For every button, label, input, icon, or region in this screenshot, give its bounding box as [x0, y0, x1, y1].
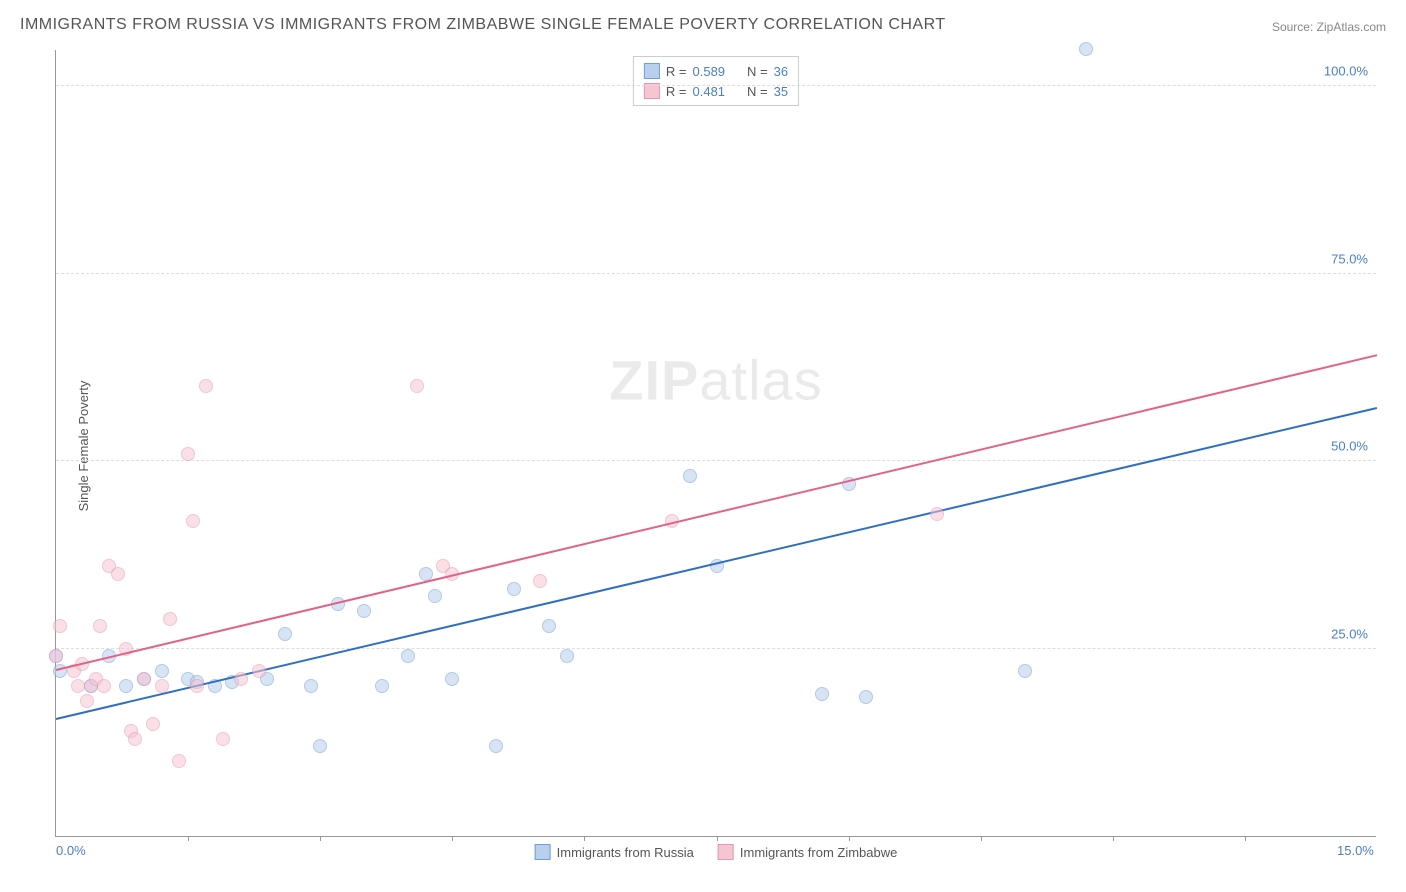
data-point: [234, 672, 248, 686]
legend-label: Immigrants from Zimbabwe: [740, 845, 897, 860]
data-point: [410, 379, 424, 393]
y-tick-label: 25.0%: [1331, 626, 1368, 641]
data-point: [53, 619, 67, 633]
legend-label: Immigrants from Russia: [557, 845, 694, 860]
data-point: [190, 679, 204, 693]
data-point: [111, 567, 125, 581]
n-value: 36: [774, 64, 788, 79]
data-point: [172, 754, 186, 768]
data-point: [199, 379, 213, 393]
chart-title: IMMIGRANTS FROM RUSSIA VS IMMIGRANTS FRO…: [20, 16, 946, 34]
r-value: 0.589: [692, 64, 725, 79]
data-point: [560, 649, 574, 663]
data-point: [542, 619, 556, 633]
x-tick-label: 0.0%: [56, 843, 86, 858]
data-point: [930, 507, 944, 521]
legend-item: Immigrants from Russia: [535, 844, 694, 860]
x-tick-mark: [1113, 836, 1114, 841]
data-point: [357, 604, 371, 618]
data-point: [533, 574, 547, 588]
x-tick-mark: [1245, 836, 1246, 841]
data-point: [97, 679, 111, 693]
x-tick-label: 15.0%: [1337, 843, 1374, 858]
legend-swatch: [718, 844, 734, 860]
watermark: ZIPatlas: [609, 348, 822, 413]
data-point: [428, 589, 442, 603]
data-point: [216, 732, 230, 746]
data-point: [119, 679, 133, 693]
x-tick-mark: [320, 836, 321, 841]
x-tick-mark: [188, 836, 189, 841]
data-point: [375, 679, 389, 693]
source-label: Source: ZipAtlas.com: [1272, 20, 1386, 34]
gridline: [56, 273, 1376, 274]
data-point: [71, 679, 85, 693]
data-point: [186, 514, 200, 528]
data-point: [1018, 664, 1032, 678]
n-label: N =: [747, 64, 768, 79]
y-tick-label: 50.0%: [1331, 439, 1368, 454]
data-point: [445, 672, 459, 686]
data-point: [93, 619, 107, 633]
data-point: [278, 627, 292, 641]
data-point: [1079, 42, 1093, 56]
data-point: [137, 672, 151, 686]
data-point: [252, 664, 266, 678]
data-point: [683, 469, 697, 483]
x-tick-mark: [849, 836, 850, 841]
x-tick-mark: [452, 836, 453, 841]
correlation-legend: R = 0.589 N = 36 R =0.481N =35: [633, 56, 799, 106]
legend-row: R = 0.589 N = 36: [644, 61, 788, 81]
legend-row: R =0.481N =35: [644, 81, 788, 101]
x-tick-mark: [717, 836, 718, 841]
data-point: [155, 664, 169, 678]
data-point: [859, 690, 873, 704]
data-point: [304, 679, 318, 693]
x-tick-mark: [981, 836, 982, 841]
legend-swatch: [644, 63, 660, 79]
gridline: [56, 648, 1376, 649]
data-point: [489, 739, 503, 753]
gridline: [56, 460, 1376, 461]
data-point: [163, 612, 177, 626]
data-point: [507, 582, 521, 596]
data-point: [146, 717, 160, 731]
data-point: [80, 694, 94, 708]
legend-swatch: [535, 844, 551, 860]
legend-item: Immigrants from Zimbabwe: [718, 844, 897, 860]
series-legend: Immigrants from Russia Immigrants from Zi…: [535, 844, 898, 860]
y-tick-label: 100.0%: [1324, 64, 1368, 79]
data-point: [313, 739, 327, 753]
r-label: R =: [666, 64, 687, 79]
data-point: [128, 732, 142, 746]
data-point: [49, 649, 63, 663]
data-point: [401, 649, 415, 663]
x-tick-mark: [584, 836, 585, 841]
data-point: [181, 447, 195, 461]
gridline: [56, 85, 1376, 86]
data-point: [815, 687, 829, 701]
scatter-chart: ZIPatlas R =0.589N =36R =0.481N =35 Immi…: [55, 50, 1376, 837]
y-tick-label: 75.0%: [1331, 251, 1368, 266]
data-point: [155, 679, 169, 693]
